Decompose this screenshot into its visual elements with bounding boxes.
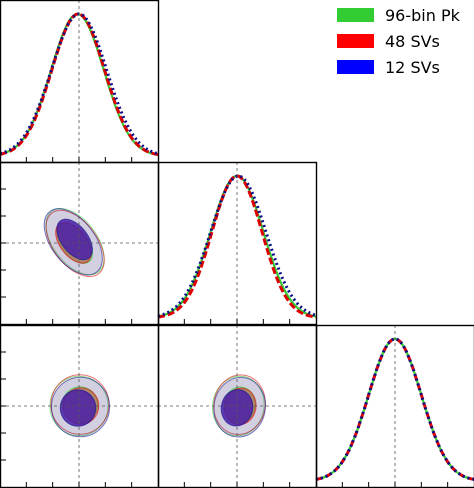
legend-item: 48 SVs: [337, 28, 460, 54]
legend-label: 96-bin Pk: [385, 5, 460, 25]
legend-swatch: [337, 60, 374, 74]
legend-swatch: [337, 8, 374, 22]
contour-95-0: [212, 375, 265, 437]
panel-frame: [157, 161, 318, 326]
legend-item: 96-bin Pk: [337, 2, 460, 28]
legend-swatch: [337, 34, 374, 48]
legend-item: 12 SVs: [337, 54, 460, 80]
contour-68-2: [56, 218, 93, 261]
contour-68-2: [220, 389, 254, 427]
legend-label: 48 SVs: [385, 31, 440, 51]
legend: 96-bin Pk 48 SVs 12 SVs: [337, 2, 460, 80]
contour-95-0: [45, 208, 105, 276]
contour-68-2: [59, 389, 97, 427]
marginal-curve: [0, 12, 159, 157]
marginal-curve: [315, 337, 474, 481]
legend-label: 12 SVs: [385, 57, 440, 77]
